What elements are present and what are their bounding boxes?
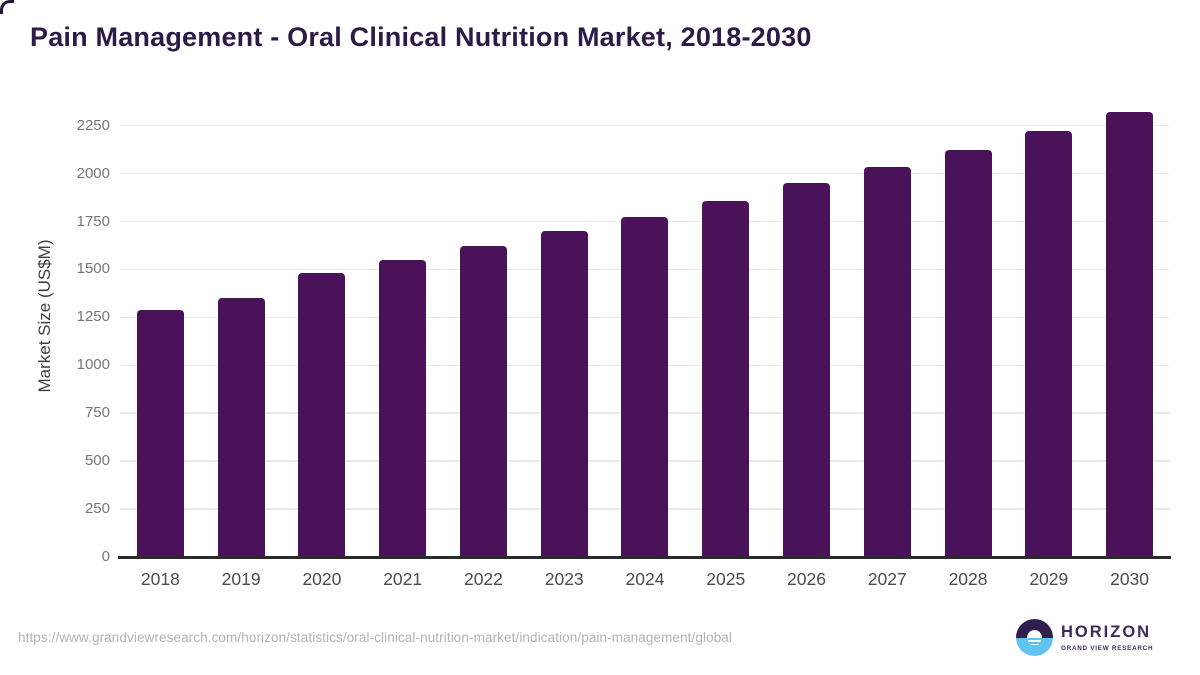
x-tick-label-2026: 2026 [787, 569, 826, 589]
chart-title: Pain Management - Oral Clinical Nutritio… [30, 22, 812, 52]
bar-2022 [459, 246, 507, 557]
logo-subtitle: GRAND VIEW RESEARCH [1061, 644, 1154, 652]
x-axis-line [118, 556, 1171, 559]
x-tick-label-2025: 2025 [706, 569, 746, 589]
gridline-2250 [120, 124, 1170, 127]
logo-icon-reflection-line [1028, 640, 1041, 642]
bar-2020 [298, 273, 346, 557]
y-tick-label-250: 250 [84, 500, 110, 518]
x-tick-label-2024: 2024 [625, 569, 665, 589]
bar-2030 [1106, 112, 1154, 557]
bar-2018 [136, 309, 184, 557]
bar-2024 [621, 216, 669, 557]
bar-2023 [540, 231, 588, 557]
x-axis-tick-labels: 2018 2019 2020 2021 2022 2023 2024 2025 2026 2027… [120, 569, 1170, 590]
horizon-sun-circle-icon [1016, 619, 1053, 656]
y-tick-label-1000: 1000 [76, 356, 110, 374]
source-url: https://www.grandviewresearch.com/horizo… [18, 630, 733, 645]
y-tick-label-2000: 2000 [76, 164, 110, 182]
bar-2019 [217, 298, 265, 557]
logo-icon-reflection-line [1030, 643, 1039, 646]
x-tick-label-2022: 2022 [463, 569, 503, 589]
x-tick-label-2029: 2029 [1029, 569, 1069, 589]
bar-chart-plot-area: 0 250 500 750 1000 1250 1500 1750 2000 2250 2018 2… [77, 95, 1171, 589]
y-tick-label-500: 500 [84, 452, 110, 470]
x-tick-label-2021: 2021 [383, 569, 423, 589]
y-tick-label-1500: 1500 [76, 260, 110, 278]
logo-text: HORIZON GRAND VIEW RESEARCH [1061, 623, 1153, 652]
logo-name: HORIZON [1061, 623, 1152, 642]
x-tick-label-2019: 2019 [221, 569, 261, 589]
bar-2021 [379, 259, 427, 557]
bar-series [120, 95, 1170, 557]
x-tick-label-2028: 2028 [948, 569, 988, 589]
gridline-2000 [120, 172, 1170, 175]
logo-icon-sun [1027, 630, 1042, 638]
y-tick-label-1750: 1750 [76, 212, 110, 230]
y-tick-label-0: 0 [101, 548, 110, 565]
bar-2027 [863, 166, 911, 557]
x-tick-label-2020: 2020 [302, 569, 342, 589]
logo-icon-sea [1016, 637, 1053, 656]
logo-icon-sky [1016, 619, 1053, 638]
bar-2025 [702, 201, 750, 557]
y-tick-label-2250: 2250 [76, 116, 110, 134]
horizon-logo: HORIZON GRAND VIEW RESEARCH [1016, 619, 1153, 656]
x-tick-label-2030: 2030 [1110, 569, 1150, 589]
x-tick-label-2018: 2018 [140, 569, 180, 589]
card-corner-decoration [0, 0, 14, 14]
bar-2026 [783, 183, 830, 557]
bar-2028 [944, 149, 992, 557]
x-tick-label-2023: 2023 [544, 569, 584, 589]
bar-2029 [1025, 131, 1073, 557]
y-tick-label-1250: 1250 [76, 308, 110, 326]
y-tick-label-750: 750 [84, 404, 110, 422]
x-tick-label-2027: 2027 [867, 569, 907, 589]
